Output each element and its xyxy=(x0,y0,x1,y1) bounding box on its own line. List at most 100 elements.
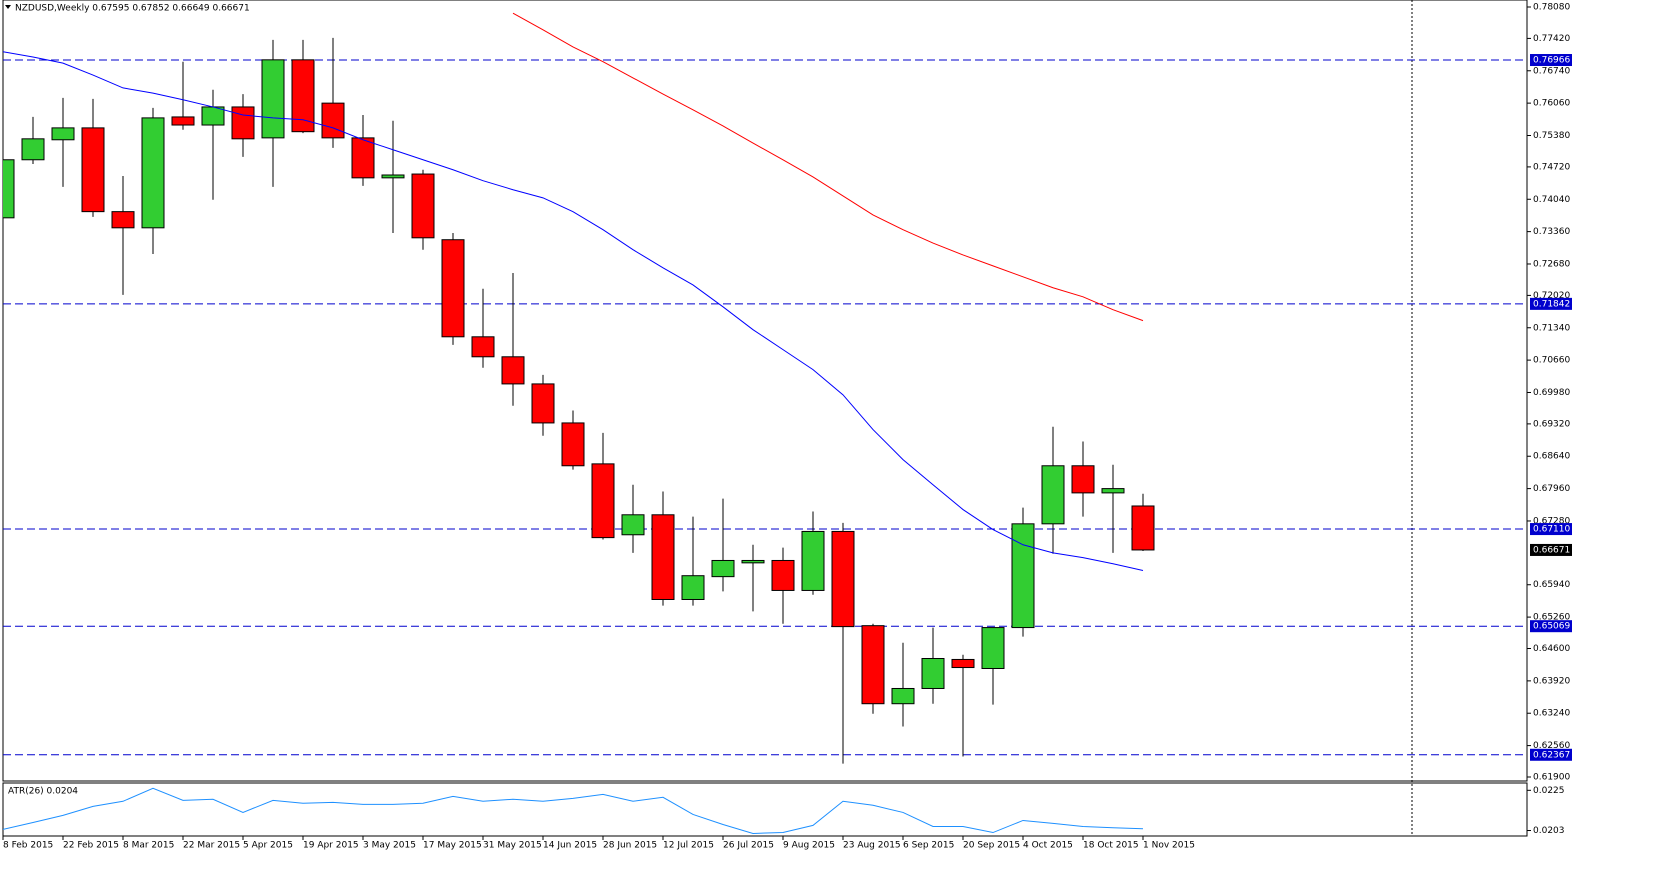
y-tick-label: 0.68640 xyxy=(1533,452,1570,462)
candle-body xyxy=(291,59,315,133)
level-label: 0.62367 xyxy=(1533,750,1570,760)
level-label: 0.65069 xyxy=(1533,622,1570,632)
x-tick-label: 20 Sep 2015 xyxy=(963,841,1020,851)
y-tick-label: 0.74040 xyxy=(1533,195,1570,205)
candle-body xyxy=(681,575,705,600)
candle-body xyxy=(231,106,255,140)
level-label: 0.76966 xyxy=(1533,56,1570,66)
y-tick-label: 0.76740 xyxy=(1533,66,1570,76)
y-tick-label: 0.63240 xyxy=(1533,709,1570,719)
candle-body xyxy=(1131,505,1155,551)
candle-body xyxy=(651,514,675,600)
y-tick-label: 0.0225 xyxy=(1533,786,1565,796)
y-tick-label: 0.65260 xyxy=(1533,613,1570,623)
y-tick-label: 0.67960 xyxy=(1533,484,1570,494)
y-tick-label: 0.70660 xyxy=(1533,356,1570,366)
main-plot xyxy=(3,12,1527,764)
x-tick-label: 14 Jun 2015 xyxy=(543,841,597,851)
y-tick-label: 0.64600 xyxy=(1533,644,1570,654)
x-tick-label: 12 Jul 2015 xyxy=(663,841,714,851)
level-label-box xyxy=(1530,523,1572,536)
indicator-title: ATR(26) 0.0204 xyxy=(8,787,78,797)
x-tick-label: 23 Aug 2015 xyxy=(843,841,901,851)
level-label: 0.71842 xyxy=(1533,299,1570,309)
level-label-box xyxy=(1530,620,1572,633)
candle-body xyxy=(141,117,165,229)
candle-body xyxy=(1071,465,1095,494)
candle-body xyxy=(261,59,285,139)
x-tick-label: 26 Jul 2015 xyxy=(723,841,774,851)
series-line xyxy=(3,787,1144,834)
symbol-icon xyxy=(5,5,11,9)
candle-body xyxy=(771,559,795,591)
level-label-box xyxy=(1530,54,1572,67)
y-tick-label: 0.72020 xyxy=(1533,291,1570,301)
x-tick-label: 22 Mar 2015 xyxy=(183,841,240,851)
candle-body xyxy=(351,137,375,179)
level-label-box xyxy=(1530,748,1572,761)
x-tick-label: 22 Feb 2015 xyxy=(63,841,119,851)
candle-body xyxy=(441,239,465,338)
series-line xyxy=(512,12,1144,322)
candle-body xyxy=(1101,488,1125,494)
y-tick-label: 0.77420 xyxy=(1533,34,1570,44)
x-tick-label: 9 Aug 2015 xyxy=(783,841,835,851)
indicator-plot xyxy=(3,787,1144,834)
y-tick-label: 0.78080 xyxy=(1533,3,1570,13)
candle-body xyxy=(951,658,975,669)
y-tick-label: 0.69980 xyxy=(1533,388,1570,398)
x-tick-label: 28 Jun 2015 xyxy=(603,841,657,851)
y-tick-label: 0.62560 xyxy=(1533,741,1570,751)
candle-body xyxy=(981,627,1005,669)
x-tick-label: 17 May 2015 xyxy=(423,841,482,851)
series-line xyxy=(3,51,1144,571)
x-tick-label: 18 Oct 2015 xyxy=(1083,841,1139,851)
candle-body xyxy=(81,127,105,213)
candle-body xyxy=(3,159,15,219)
main-panel xyxy=(2,0,1528,782)
candle-body xyxy=(201,106,225,126)
candle-body xyxy=(621,514,645,536)
x-tick-label: 19 Apr 2015 xyxy=(303,841,359,851)
price-label-box xyxy=(1530,543,1572,556)
price-label: 0.66671 xyxy=(1533,545,1570,555)
candle-body xyxy=(381,174,405,179)
candle-body xyxy=(51,127,75,141)
level-label-box xyxy=(1530,297,1572,310)
candle-body xyxy=(411,173,435,239)
y-tick-label: 0.76060 xyxy=(1533,99,1570,109)
x-tick-label: 3 May 2015 xyxy=(363,841,416,851)
candle-body xyxy=(471,336,495,358)
x-tick-label: 4 Oct 2015 xyxy=(1023,841,1073,851)
x-tick-label: 31 May 2015 xyxy=(483,841,542,851)
candle-body xyxy=(741,559,765,564)
indicator-panel xyxy=(2,782,1528,837)
candle-body xyxy=(501,356,525,385)
y-tick-label: 0.69320 xyxy=(1533,419,1570,429)
level-label: 0.67110 xyxy=(1533,525,1570,535)
candle-body xyxy=(531,383,555,424)
x-tick-label: 8 Feb 2015 xyxy=(3,841,53,851)
x-tick-label: 1 Nov 2015 xyxy=(1143,841,1195,851)
y-tick-label: 0.0203 xyxy=(1533,826,1565,836)
y-tick-label: 0.63920 xyxy=(1533,676,1570,686)
candle-body xyxy=(801,530,825,591)
x-tick-label: 5 Apr 2015 xyxy=(243,841,293,851)
chart-title: NZDUSD,Weekly 0.67595 0.67852 0.66649 0.… xyxy=(15,4,250,14)
candle-body xyxy=(1011,523,1035,629)
y-tick-label: 0.75380 xyxy=(1533,131,1570,141)
y-tick-label: 0.61900 xyxy=(1533,773,1570,783)
candle-body xyxy=(711,559,735,578)
y-tick-label: 0.67280 xyxy=(1533,516,1570,526)
candle-body xyxy=(561,422,585,467)
x-tick-label: 6 Sep 2015 xyxy=(903,841,954,851)
candle-body xyxy=(861,625,885,705)
y-tick-label: 0.72680 xyxy=(1533,259,1570,269)
candle-body xyxy=(321,102,345,139)
candle-body xyxy=(21,138,45,161)
candle-body xyxy=(831,530,855,628)
y-tick-label: 0.73360 xyxy=(1533,227,1570,237)
candle-body xyxy=(1041,465,1065,525)
